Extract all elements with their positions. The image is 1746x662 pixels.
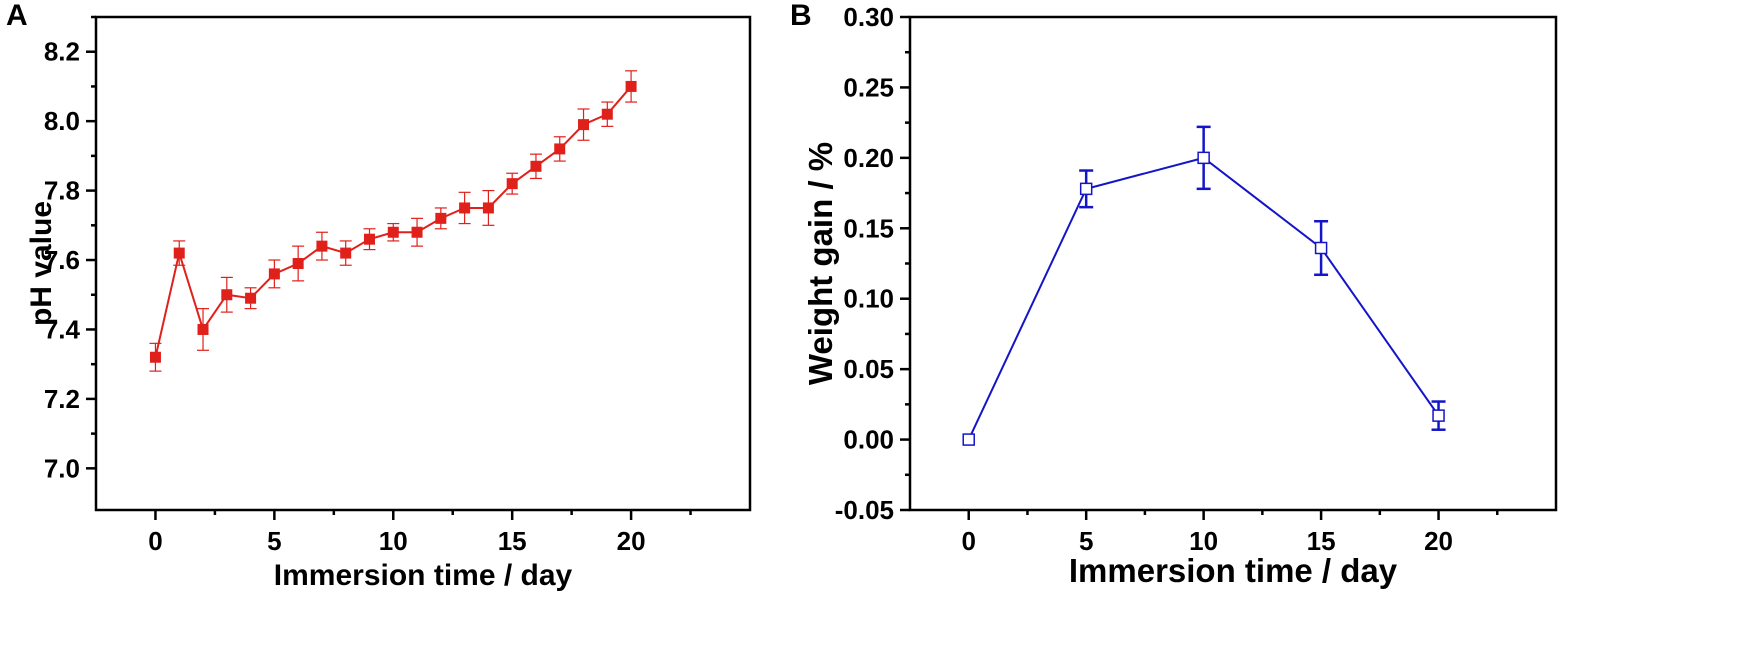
- data-point: [506, 178, 518, 190]
- plot-frame: [908, 15, 1558, 512]
- series-line: [967, 156, 1440, 440]
- x-tick-label: 5: [267, 526, 281, 556]
- x-tick-label: 0: [148, 526, 162, 556]
- panel-label: A: [6, 0, 28, 32]
- y-axis-title: pH value: [25, 201, 58, 326]
- y-tick-label: 0.30: [843, 2, 894, 32]
- series-line: [154, 85, 632, 358]
- y-tick-label: -0.05: [835, 495, 894, 525]
- x-axis-title: Immersion time / day: [274, 559, 573, 592]
- data-point: [245, 292, 257, 304]
- y-tick-label: 8.0: [44, 106, 80, 136]
- y-tick-label: 8.2: [44, 37, 80, 67]
- data-point: [268, 268, 280, 280]
- y-tick-label: 7.0: [44, 453, 80, 483]
- data-point: [149, 351, 161, 363]
- data-point: [601, 108, 613, 120]
- data-point: [554, 143, 566, 155]
- plot-frame: [94, 15, 752, 512]
- data-point: [1432, 409, 1445, 422]
- chart-panel-a: A 0 5 10 15 20 7.0 7.2 7.4 7.6 7.8 8.0 8.2 Immersion …: [6, 0, 752, 592]
- data-point: [459, 202, 471, 214]
- y-tick-label: 7.8: [44, 176, 80, 206]
- data-point: [1079, 182, 1093, 196]
- x-tick-label: 10: [1189, 526, 1218, 556]
- x-tick-label: 5: [1079, 526, 1093, 556]
- data-point: [173, 247, 185, 259]
- data-point: [435, 212, 447, 224]
- data-point: [482, 202, 494, 214]
- y-tick-label: 0.00: [843, 425, 894, 455]
- data-point: [1197, 151, 1210, 165]
- data-point: [625, 80, 637, 92]
- panel-label: B: [790, 0, 812, 32]
- data-point: [292, 258, 304, 269]
- data-point: [197, 323, 209, 335]
- x-tick-label: 15: [498, 526, 527, 556]
- y-tick-label: 7.6: [44, 245, 80, 275]
- x-axis-title: Immersion time / day: [1069, 552, 1398, 589]
- data-point: [316, 240, 328, 252]
- data-point: [387, 226, 399, 238]
- y-tick-label: 0.15: [843, 213, 894, 243]
- y-tick-label: 0.10: [843, 284, 894, 314]
- data-point: [411, 226, 423, 238]
- y-tick-label: 7.4: [44, 314, 81, 344]
- data-point: [578, 119, 590, 131]
- y-axis-title: Weight gain / %: [802, 142, 839, 385]
- data-point: [340, 247, 352, 259]
- x-tick-label: 20: [617, 526, 646, 556]
- y-tick-label: 0.20: [843, 143, 894, 173]
- y-tick-label: 7.2: [44, 384, 80, 414]
- data-point: [1314, 241, 1328, 255]
- x-tick-label: 0: [961, 526, 975, 556]
- data-point: [221, 289, 233, 301]
- x-tick-label: 15: [1307, 526, 1336, 556]
- data-point: [530, 160, 542, 172]
- x-tick-label: 20: [1424, 526, 1453, 556]
- data-point: [363, 233, 375, 245]
- y-tick-label: 0.25: [843, 72, 894, 102]
- y-tick-label: 0.05: [843, 354, 894, 384]
- x-tick-label: 10: [379, 526, 408, 556]
- data-point: [962, 433, 975, 446]
- chart-panel-b: B 0 5 10 15 20 -0.05 0.00 0.05 0.10 0.15 0.20 0.25 0.…: [790, 0, 1558, 589]
